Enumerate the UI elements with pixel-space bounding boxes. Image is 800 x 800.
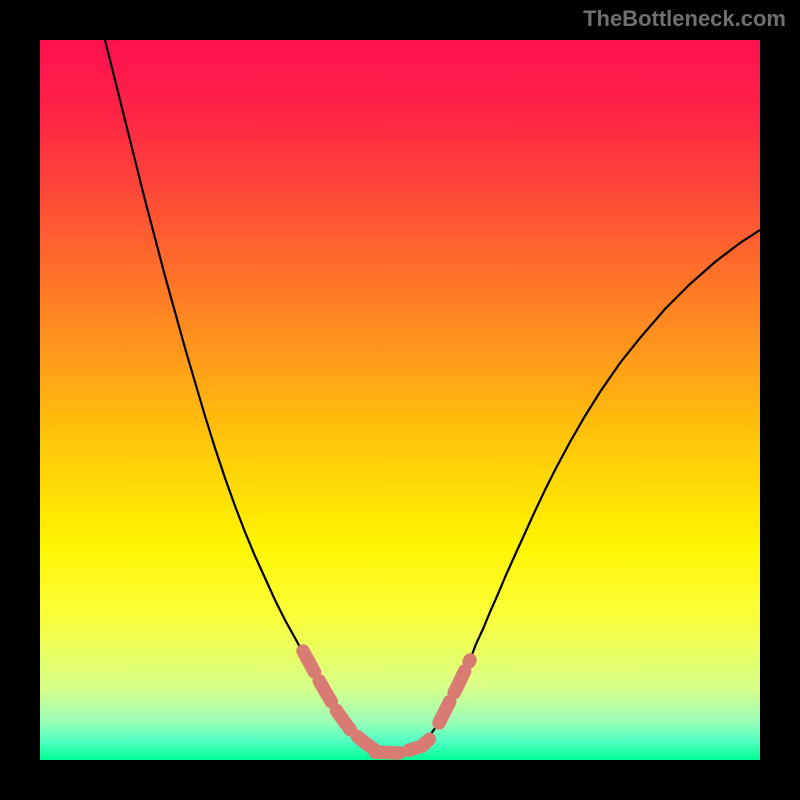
plot-background [40, 40, 760, 760]
chart-canvas: TheBottleneck.com [0, 0, 800, 800]
watermark-text: TheBottleneck.com [583, 6, 786, 32]
bottleneck-curve-chart [0, 0, 800, 800]
